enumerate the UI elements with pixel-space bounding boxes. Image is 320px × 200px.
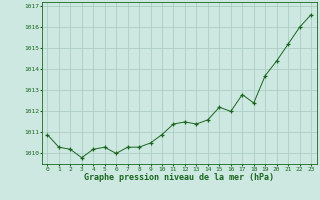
X-axis label: Graphe pression niveau de la mer (hPa): Graphe pression niveau de la mer (hPa) bbox=[84, 173, 274, 182]
